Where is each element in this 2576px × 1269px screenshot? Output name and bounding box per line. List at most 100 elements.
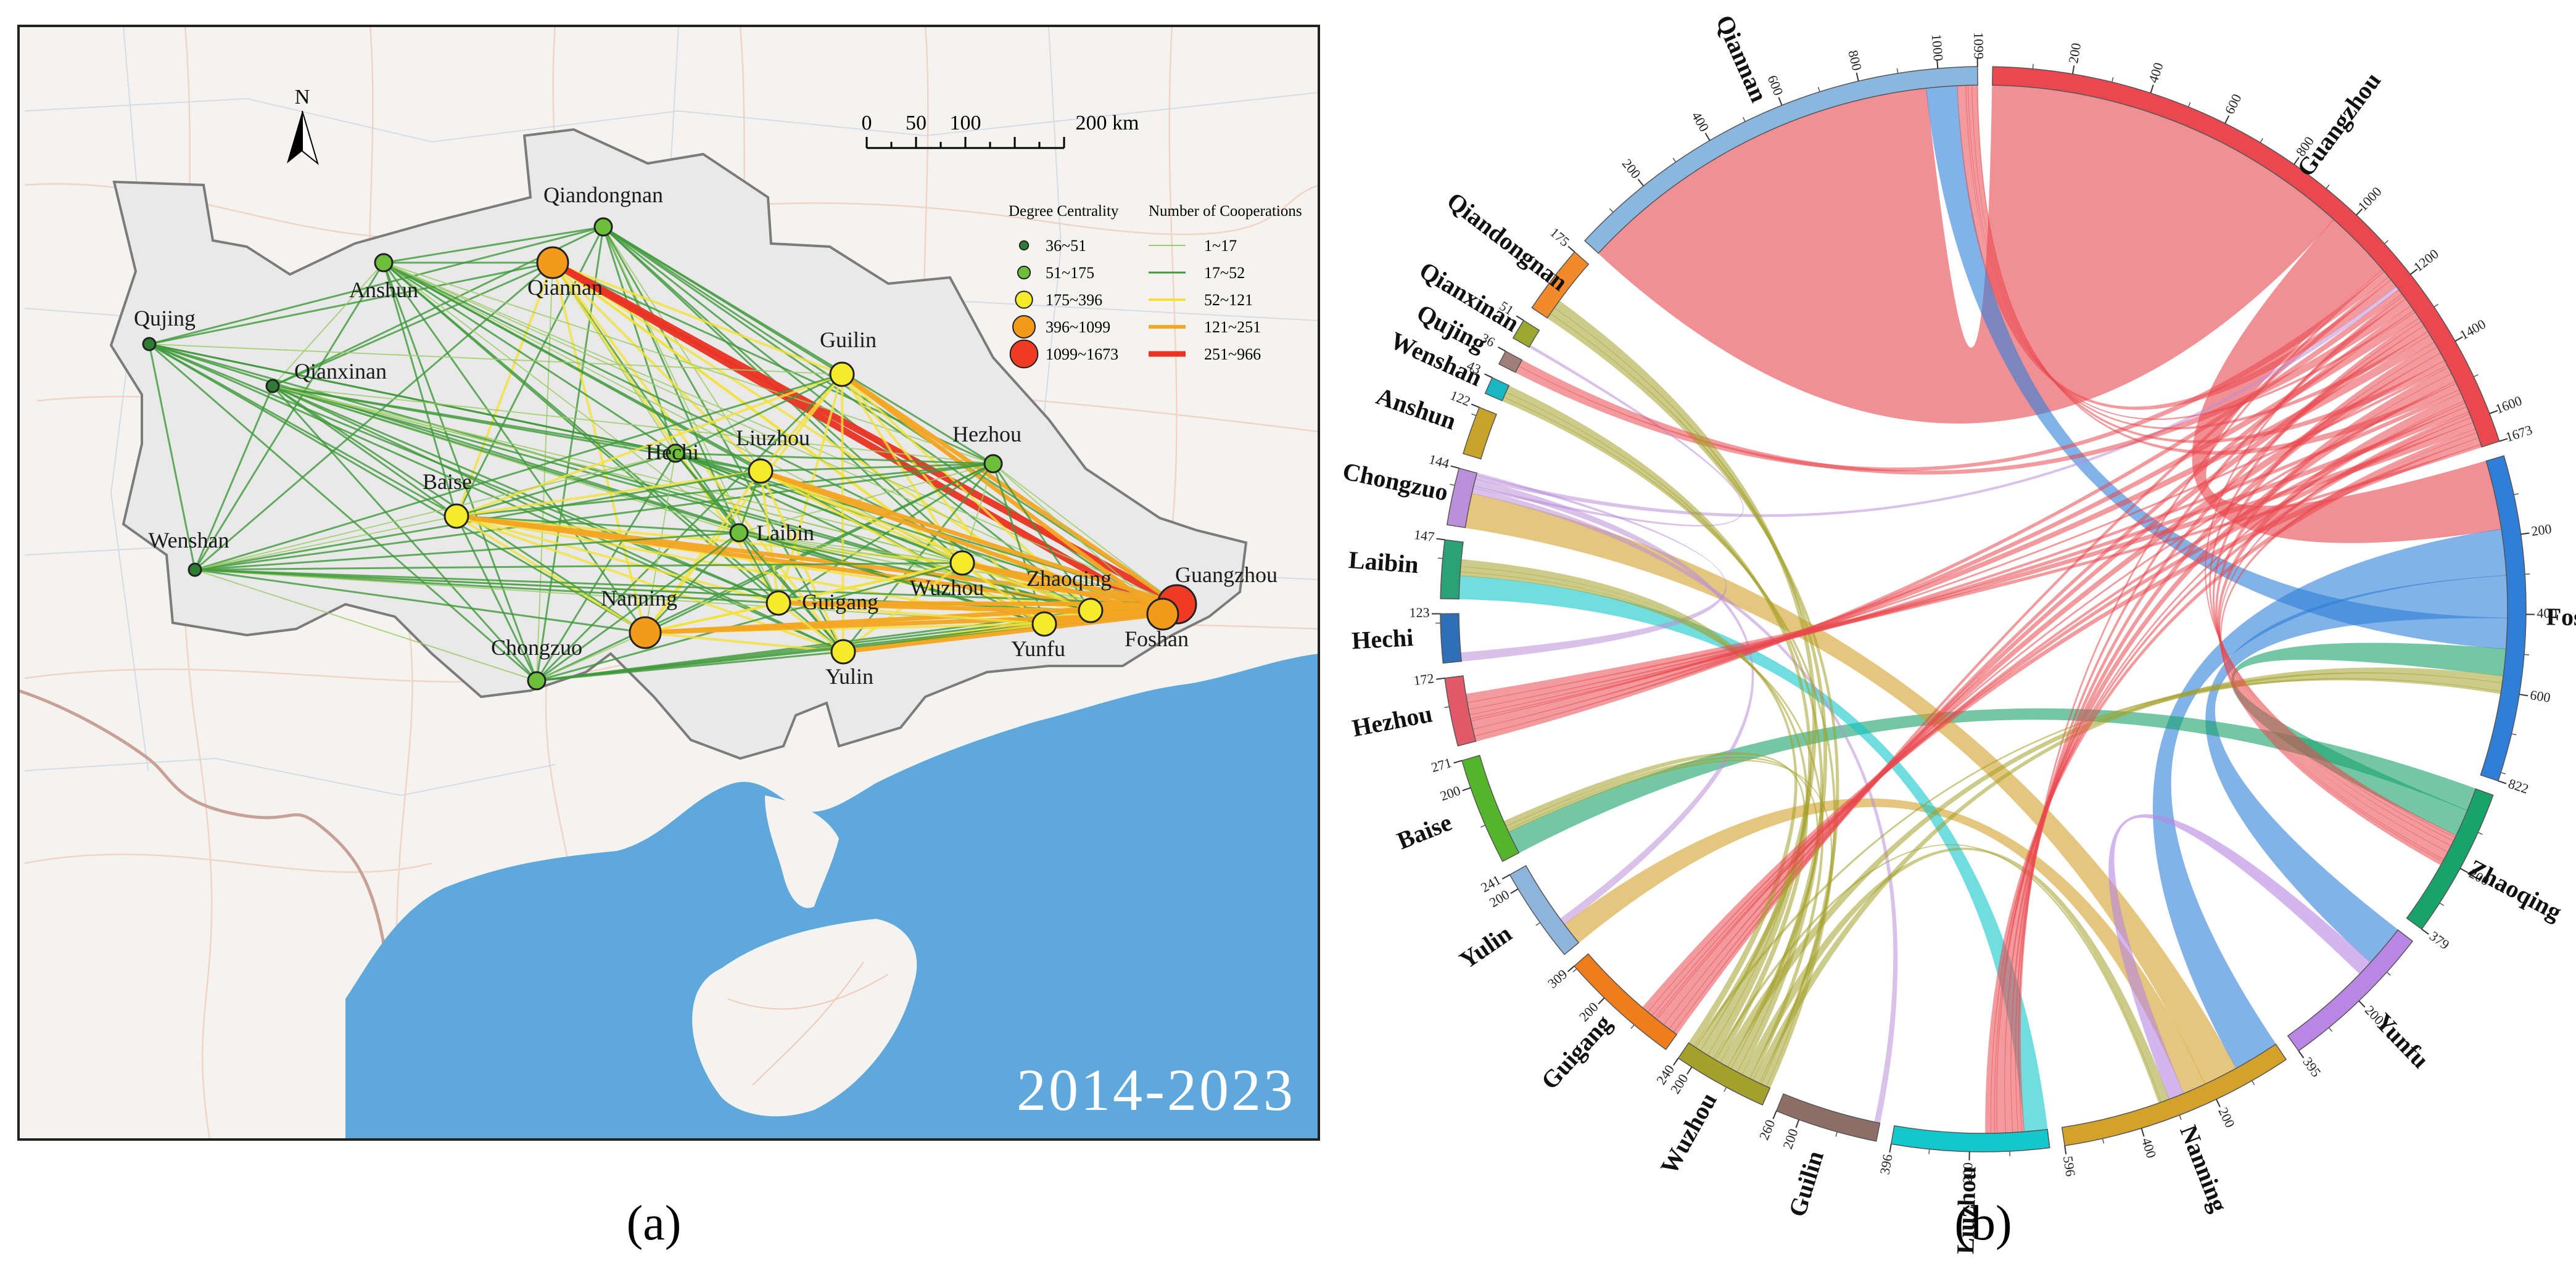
scale-bar-label: 100 — [950, 112, 981, 134]
city-node-chongzuo[interactable] — [527, 671, 547, 691]
city-node-qiandongnan[interactable] — [593, 217, 613, 237]
cooperation-line-qianxinan-wenshan — [194, 385, 274, 570]
city-node-zhaoqing[interactable] — [1078, 598, 1104, 623]
chord-arc-yulin[interactable] — [1509, 864, 1580, 956]
chord-arc-qiannan[interactable] — [1584, 66, 1978, 254]
chord-minor-tick — [2386, 971, 2391, 976]
chord-arc-nanning[interactable] — [2061, 1043, 2287, 1146]
chord-arc-hechi[interactable] — [1440, 613, 1463, 664]
chord-tick-label-hezhou: 172 — [1413, 670, 1435, 688]
chord-label-liuzhou: Liuzhou — [1951, 1166, 1981, 1254]
chord-arc-guilin[interactable] — [1775, 1093, 1881, 1142]
city-node-guigang[interactable] — [766, 590, 791, 616]
city-node-yulin[interactable] — [830, 639, 856, 665]
cooperation-line-qiannan-qianxinan — [272, 261, 553, 387]
city-node-qiannan[interactable] — [536, 246, 569, 279]
city-label-chongzuo: Chongzuo — [491, 635, 582, 660]
chord-arc-qianxinan[interactable] — [1512, 319, 1540, 348]
chord-tick-label-guangzhou: 1000 — [2355, 184, 2384, 214]
cooperation-line-wenshan-guigang — [194, 569, 779, 604]
legend-degree-symbol — [1009, 339, 1039, 369]
cooperation-line-guilin-hechi — [675, 373, 843, 454]
city-node-foshan[interactable] — [1146, 598, 1179, 631]
cooperation-line-chongzuo-yulin — [536, 651, 844, 682]
cooperation-line-guilin-zhaoqing — [841, 373, 1092, 612]
chord-arc-baise[interactable] — [1461, 755, 1520, 862]
cooperation-line-baise-chongzuo — [455, 515, 538, 681]
chord-minor-tick — [2252, 1080, 2255, 1085]
city-label-wenshan: Wenshan — [148, 528, 229, 552]
cooperation-line-laibin-wuzhou — [738, 532, 963, 564]
chord-tick-label-baise: 271 — [1429, 755, 1453, 775]
city-node-anshun[interactable] — [374, 253, 394, 273]
chord-minor-tick — [1835, 1131, 1838, 1137]
chord-minor-tick — [2328, 1027, 2333, 1032]
city-node-nanning[interactable] — [629, 616, 662, 649]
chord-tick-label-qiannan: 1000 — [1929, 33, 1947, 62]
city-node-guilin[interactable] — [829, 361, 855, 387]
chord-tick-label-guangzhou: 1600 — [2493, 393, 2524, 417]
cooperation-line-baise-wenshan — [194, 515, 457, 570]
chord-arc-zhaoqing[interactable] — [2406, 788, 2494, 930]
chord-arc-foshan[interactable] — [2480, 455, 2527, 782]
chord-arc-liuzhou[interactable] — [1890, 1125, 2050, 1152]
city-label-guigang: Guigang — [802, 589, 878, 614]
city-label-qiannan: Qiannan — [527, 275, 603, 300]
city-node-hezhou[interactable] — [983, 454, 1003, 474]
chord-tick-label-hechi: 123 — [1409, 605, 1429, 620]
city-node-wuzhou[interactable] — [949, 550, 975, 576]
legend-coop-label: 52~121 — [1204, 291, 1253, 309]
city-node-baise[interactable] — [444, 503, 469, 529]
chord-minor-tick — [1672, 157, 1677, 163]
chord-arc-chongzuo[interactable] — [1446, 467, 1478, 528]
city-node-hechi[interactable] — [666, 443, 685, 463]
chord-minor-tick — [1480, 824, 1485, 828]
legend-degree-title: Degree Centrality — [1009, 203, 1119, 220]
chord-tick-label-foshan: 600 — [2529, 687, 2552, 705]
chord-label-laibin: Laibin — [1348, 546, 1419, 578]
legend-degree-symbol — [1015, 290, 1033, 309]
chords — [1458, 84, 2508, 1134]
city-node-wenshan[interactable] — [188, 562, 202, 577]
scale-bar-label: 0 — [862, 112, 872, 134]
chord-minor-tick — [2187, 102, 2191, 107]
city-node-yunfu[interactable] — [1031, 611, 1057, 637]
chord-minor-tick — [1742, 117, 1746, 122]
city-node-laibin[interactable] — [729, 523, 749, 543]
chord-tick-guangzhou — [2454, 336, 2463, 342]
chord-arc-qiandongnan[interactable] — [1531, 251, 1590, 319]
chord-minor-tick — [1630, 1024, 1635, 1029]
city-nodes — [142, 217, 1197, 691]
chord-tick-guangzhou — [2072, 65, 2075, 75]
chord-arc-qujing[interactable] — [1498, 350, 1523, 373]
chord-tick-hezhou — [1436, 677, 1445, 680]
city-node-qianxinan[interactable] — [265, 379, 280, 393]
chord-arc-guigang[interactable] — [1573, 953, 1678, 1051]
chord-arc-guangzhou[interactable] — [1992, 66, 2500, 448]
panel-a-caption: (a) — [627, 1196, 682, 1251]
chord-minor-tick — [2525, 573, 2530, 575]
chord-tick-label-guangzhou: 400 — [2145, 60, 2166, 84]
city-label-zhaoqing: Zhaoqing — [1026, 566, 1112, 591]
chord-arc-wenshan[interactable] — [1484, 377, 1510, 401]
chord-minor-tick — [1817, 86, 1820, 92]
chord-tick-guangzhou — [2293, 157, 2300, 165]
chord-label-nanning: Nanning — [2174, 1121, 2233, 1215]
cooperation-line-wuzhou-chongzuo — [536, 562, 963, 682]
chord-tick-foshan — [2520, 532, 2530, 535]
city-node-liuzhou[interactable] — [748, 458, 774, 484]
city-node-qujing[interactable] — [142, 337, 157, 351]
cooperation-line-guilin-baise — [456, 373, 843, 517]
city-label-foshan: Foshan — [1125, 626, 1189, 651]
chord-label-yunfu: Yunfu — [2369, 1008, 2434, 1074]
chord-arc-wuzhou[interactable] — [1677, 1042, 1771, 1106]
chord-tick-chongzuo — [1450, 465, 1459, 469]
cooperation-line-foshan-yulin — [843, 612, 1163, 654]
chord-arc-yunfu[interactable] — [2287, 929, 2414, 1052]
chord-arc-laibin[interactable] — [1440, 539, 1464, 600]
chord-arc-anshun[interactable] — [1463, 406, 1497, 460]
chord-arc-hezhou[interactable] — [1444, 675, 1477, 747]
chord-tick-foshan — [2519, 694, 2529, 697]
scale-bar: 0 50 100 200 km — [862, 112, 1139, 149]
legend-degree-symbol — [1012, 315, 1036, 339]
